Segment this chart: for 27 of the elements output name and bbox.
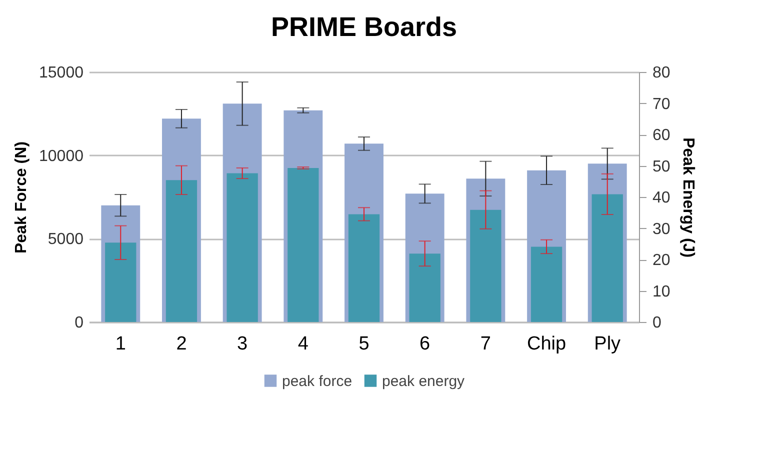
y2-tick-label: 50 bbox=[652, 158, 670, 176]
chart-title: PRIME Boards bbox=[270, 12, 458, 42]
legend-label: peak energy bbox=[382, 372, 466, 390]
y-tick-label: 0 bbox=[74, 314, 84, 332]
y-tick-label: 5000 bbox=[48, 231, 84, 248]
y2-axis-title: Peak Energy (J) bbox=[679, 137, 696, 258]
x-tick-label: Ply bbox=[594, 334, 622, 354]
x-tick-label: 6 bbox=[420, 334, 430, 354]
y2-tick-label: 20 bbox=[652, 252, 670, 269]
y-tick-label: 10000 bbox=[39, 148, 84, 165]
y-axis-title: Peak Force (N) bbox=[13, 141, 30, 254]
y2-tick-label: 60 bbox=[652, 127, 670, 144]
x-tick-label: 2 bbox=[176, 334, 187, 354]
x-tick-label: Chip bbox=[526, 334, 566, 354]
x-tick-label: 7 bbox=[480, 334, 491, 354]
x-tick-label: 5 bbox=[358, 334, 370, 354]
y2-tick-label: 0 bbox=[652, 314, 662, 332]
y-tick-label: 15000 bbox=[39, 64, 84, 82]
y2-tick-label: 40 bbox=[652, 190, 670, 206]
y2-tick-label: 80 bbox=[652, 64, 670, 82]
y2-tick-label: 30 bbox=[652, 220, 670, 238]
y2-tick-label: 70 bbox=[652, 96, 670, 113]
y2-tick-label: 10 bbox=[652, 283, 670, 300]
legend-label: peak force bbox=[282, 372, 352, 390]
x-tick-label: 4 bbox=[298, 334, 309, 354]
x-tick-label: 3 bbox=[237, 334, 248, 354]
x-tick-label: 1 bbox=[115, 334, 126, 354]
